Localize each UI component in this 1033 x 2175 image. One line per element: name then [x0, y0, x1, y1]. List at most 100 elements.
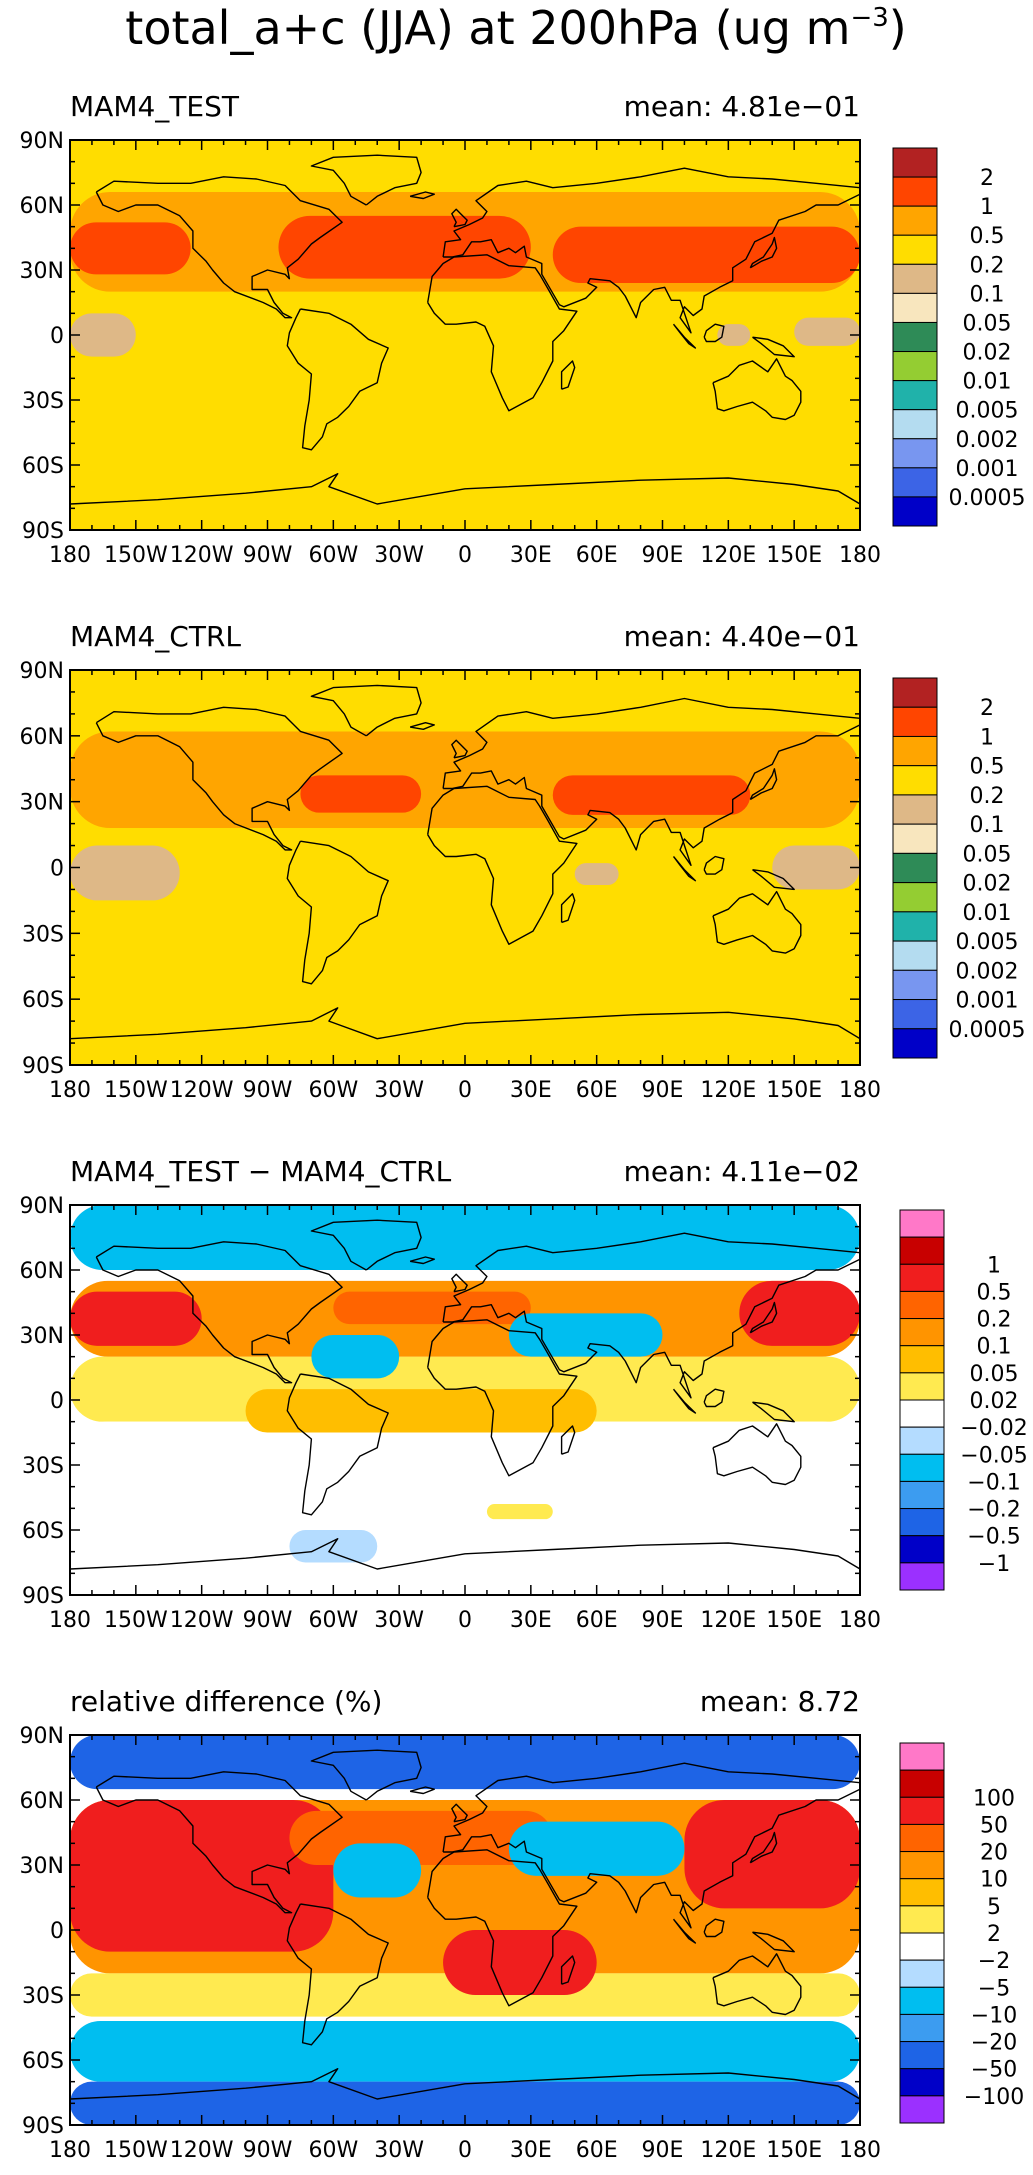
panel-mean-label: mean: 4.11e−02 — [624, 1155, 860, 1188]
coastline — [409, 722, 435, 730]
coastline — [95, 176, 343, 319]
coastline-outline — [70, 1219, 860, 1570]
coastline — [749, 1831, 778, 1864]
colorbar-swatch — [892, 321, 938, 353]
panel-mean-label: mean: 8.72 — [700, 1685, 860, 1718]
colorbar-label: 2 — [987, 1922, 1001, 1947]
colorbar-swatch — [892, 999, 938, 1030]
colorbar-swatch — [892, 263, 938, 294]
colorbar-swatch — [899, 1480, 945, 1510]
colorbar-swatch — [899, 1959, 945, 1988]
colorbar-swatch — [899, 1535, 945, 1564]
lat-label: 60S — [22, 2049, 64, 2074]
colorbar-label: −100 — [964, 2085, 1024, 2110]
coastline — [712, 1953, 802, 2016]
field-fill — [70, 670, 860, 1065]
lon-label: 0 — [458, 2138, 472, 2163]
colorbar-swatch — [892, 438, 938, 469]
axis-ticks — [69, 1734, 861, 2126]
colorbar-label: 0.05 — [970, 1362, 1019, 1387]
colorbar-swatch — [892, 351, 938, 382]
colorbar-swatch — [899, 1209, 945, 1238]
panel-ctrl: MAM4_CTRL mean: 4.40e−01 90N 60N 30N 0 30S 60… — [20, 620, 1026, 1103]
lon-label: 60E — [576, 1608, 618, 1633]
colorbar-swatch — [892, 292, 938, 323]
colorbar-swatch — [899, 1769, 945, 1798]
colorbar-swatch — [892, 882, 938, 913]
lon-label: 30E — [510, 543, 552, 568]
colorbar-label: −50 — [971, 2058, 1017, 2083]
lat-axis-labels: 90N 60N 30N 0 30S 60S 90S — [20, 1194, 64, 1609]
field-patch — [70, 2081, 860, 2125]
coastline — [712, 890, 802, 954]
colorbar-swatch — [892, 911, 938, 942]
colorbar-swatch — [899, 1399, 945, 1428]
field-patch — [70, 222, 191, 275]
colorbar-label: 0.5 — [970, 224, 1005, 249]
colorbar-label: 0.1 — [977, 1335, 1012, 1360]
colorbar-label: 0.2 — [970, 784, 1005, 809]
colorbar-swatch — [892, 380, 938, 411]
lon-label: 120E — [700, 543, 756, 568]
lat-label: 90S — [22, 519, 64, 544]
lat-label: 30S — [22, 1454, 64, 1479]
colorbar-label: −0.1 — [967, 1470, 1020, 1495]
panel-left-title: relative difference (%) — [70, 1685, 382, 1718]
colorbar-label: 0.1 — [970, 282, 1005, 307]
lon-label: 120W — [170, 1608, 234, 1633]
coastline — [752, 1401, 795, 1423]
colorbar-label: 0.05 — [963, 842, 1012, 867]
lat-label: 60S — [22, 988, 64, 1013]
lon-label: 30W — [374, 543, 424, 568]
colorbar-swatch — [899, 1562, 945, 1591]
field-patch — [70, 845, 180, 901]
colorbar-label: 0.0005 — [949, 486, 1026, 511]
field-patch — [443, 1930, 597, 1995]
lat-label: 30N — [20, 791, 64, 816]
coastline — [451, 1803, 468, 1823]
coastline — [752, 1931, 795, 1953]
coastline — [95, 706, 343, 851]
lon-label: 120E — [700, 2138, 756, 2163]
lat-label: 0 — [50, 1389, 64, 1414]
colorbar-swatch — [899, 1318, 945, 1347]
field-patch — [552, 775, 751, 815]
colorbar-label: 2 — [980, 166, 994, 191]
colorbar-label: −2 — [978, 1949, 1010, 1974]
colorbar-label: 50 — [980, 1813, 1008, 1838]
lon-label: 120W — [170, 543, 234, 568]
coastline — [310, 1219, 422, 1271]
field-patch — [739, 1280, 860, 1346]
panel-left-title: MAM4_TEST — [70, 90, 240, 123]
coastline — [70, 2067, 860, 2100]
coastline — [749, 236, 778, 269]
colorbar-swatch — [899, 1236, 945, 1265]
colorbar-legend: −1−0.5−0.2 −0.1−0.05−0.020.020.050.10.2 0.… — [899, 1209, 1028, 1591]
lon-label: 60E — [576, 543, 618, 568]
colorbar-label: 0.001 — [956, 457, 1019, 482]
field-fill — [70, 1205, 860, 1595]
colorbar-legend: 0.0005 0.001 0.002 0.005 0.01 0.02 0.05 0.1 0.2 0… — [892, 147, 1026, 527]
lat-label: 90N — [20, 129, 64, 154]
colorbar-swatch — [892, 176, 938, 207]
field-patch — [278, 215, 531, 279]
colorbar-swatch — [899, 1453, 945, 1482]
coastline — [310, 1749, 422, 1801]
lat-label: 90S — [22, 1054, 64, 1079]
lat-label: 30N — [20, 259, 64, 284]
lat-label: 60N — [20, 725, 64, 750]
axis-ticks — [69, 139, 861, 531]
colorbar-label: 0.0005 — [949, 1018, 1026, 1043]
coastline — [70, 1537, 860, 1570]
lon-label: 90W — [243, 2138, 293, 2163]
map-plot — [70, 1735, 860, 2125]
coastline — [703, 1918, 725, 1938]
lon-axis-labels: 180 150W 120W 90W 60W 30W 0 30E 60E 90E 120E 150E 18… — [49, 1078, 881, 1103]
lon-axis-labels: 180 150W 120W 90W 60W 30W 0 30E 60E 90E 120E 150E 18… — [49, 543, 881, 568]
coastline — [672, 1918, 697, 1944]
coastline — [286, 840, 389, 985]
field-fill — [70, 140, 860, 530]
colorbar-swatch — [899, 1932, 945, 1961]
coastline-outline — [70, 684, 860, 1040]
colorbar-label: 10 — [980, 1868, 1008, 1893]
